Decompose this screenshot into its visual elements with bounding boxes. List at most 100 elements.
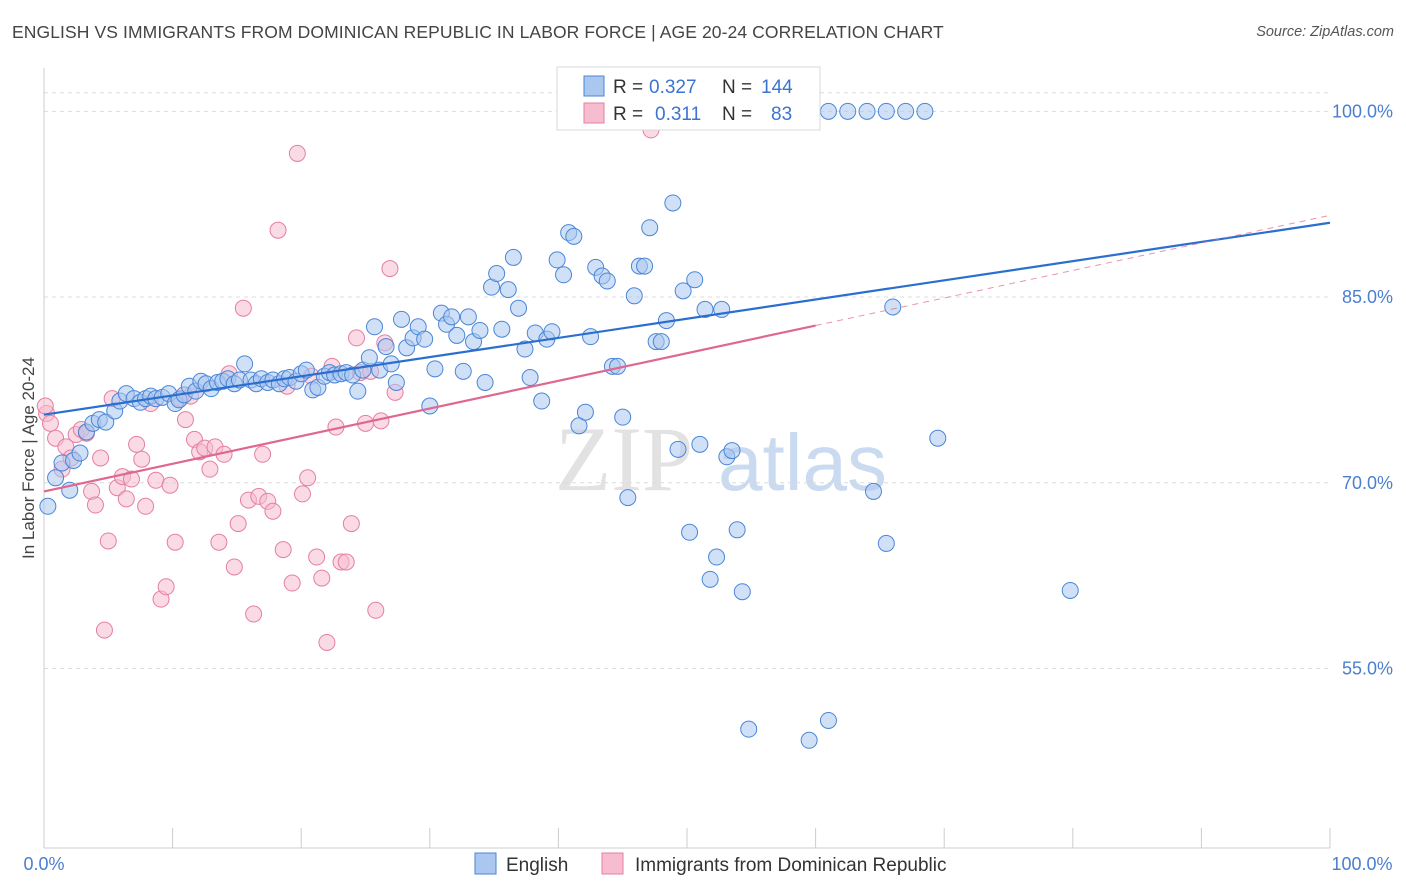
point-dominican [210, 533, 228, 551]
point-english [97, 413, 115, 431]
point-english [47, 469, 65, 487]
point-dominican [92, 449, 110, 467]
point-english [459, 308, 477, 326]
point-dominican [299, 469, 317, 487]
point-english [576, 403, 594, 421]
point-dominican [86, 496, 104, 514]
legend-dominican-r-value: 0.311 [655, 104, 701, 125]
point-english [499, 281, 517, 299]
point-dominican [308, 548, 326, 566]
point-dominican [36, 397, 54, 415]
legend-english-n-label: N = [722, 77, 752, 98]
point-english [728, 521, 746, 539]
point-english [664, 194, 682, 212]
point-english [387, 373, 405, 391]
point-dominican [99, 532, 117, 550]
point-english [426, 360, 444, 378]
point-english [696, 300, 714, 318]
point-dominican [367, 601, 385, 619]
point-english [733, 583, 751, 601]
point-english [548, 251, 566, 269]
point-english [1061, 581, 1079, 599]
point-english [681, 523, 699, 541]
legend-dominican-n-label: N = [722, 104, 752, 125]
point-english [533, 392, 551, 410]
point-english [708, 548, 726, 566]
y-tick-label: 70.0% [1342, 473, 1393, 493]
y-axis-label: In Labor Force | Age 20-24 [19, 357, 38, 559]
y-tick-labels: 55.0% 70.0% 85.0% 100.0% [1332, 101, 1393, 678]
point-dominican [274, 541, 292, 559]
point-dominican [161, 476, 179, 494]
point-english [493, 320, 511, 338]
point-dominican [157, 578, 175, 596]
point-dominican [95, 621, 113, 639]
point-english [929, 429, 947, 447]
point-dominican [128, 435, 146, 453]
point-english [471, 321, 489, 339]
chart-title: ENGLISH VS IMMIGRANTS FROM DOMINICAN REP… [12, 22, 944, 42]
point-dominican [133, 450, 151, 468]
point-english [510, 299, 528, 317]
stats-legend: R = 0.327 N = 144 R = 0.311 N = 83 [556, 66, 821, 131]
point-english [858, 102, 876, 120]
bottom-legend-swatch-english [474, 852, 497, 875]
point-english [565, 227, 583, 245]
point-english [884, 298, 902, 316]
point-dominican [381, 260, 399, 278]
point-dominican [229, 515, 247, 533]
point-english [723, 442, 741, 460]
point-english [652, 333, 670, 351]
watermark-atlas: atlas [718, 418, 887, 507]
trend-line-dominican-extension [815, 214, 1331, 327]
point-english [625, 287, 643, 305]
point-english [454, 362, 472, 380]
point-dominican [342, 515, 360, 533]
point-english [476, 373, 494, 391]
y-tick-label: 85.0% [1342, 287, 1393, 307]
point-english [349, 382, 367, 400]
point-english [488, 265, 506, 283]
y-tick-label: 55.0% [1342, 658, 1393, 678]
point-dominican [147, 471, 165, 489]
point-english [570, 417, 588, 435]
legend-english-r-value: 0.327 [649, 77, 697, 98]
point-english [800, 731, 818, 749]
point-dominican [288, 144, 306, 162]
point-dominican [245, 605, 263, 623]
point-english [636, 257, 654, 275]
point-english [674, 282, 692, 300]
point-english [691, 435, 709, 453]
point-english [416, 330, 434, 348]
series-legend: English Immigrants from Dominican Republ… [474, 852, 947, 876]
bottom-legend-english: English [506, 855, 568, 876]
point-dominican [337, 553, 355, 571]
point-dominican [137, 497, 155, 515]
legend-english-n-value: 144 [761, 77, 793, 98]
bottom-legend-swatch-dominican [601, 852, 624, 875]
point-english [521, 369, 539, 387]
point-english [516, 340, 534, 358]
x-tick-label-max: 100.0% [1331, 854, 1392, 874]
point-english [598, 272, 616, 290]
point-english [443, 308, 461, 326]
legend-swatch-dominican [583, 102, 605, 124]
point-dominican [293, 485, 311, 503]
point-english [740, 720, 758, 738]
point-dominican [264, 502, 282, 520]
point-english [71, 444, 89, 462]
point-english [582, 328, 600, 346]
trend-line-dominican [43, 324, 816, 493]
point-english [555, 266, 573, 284]
point-dominican [117, 490, 135, 508]
point-dominican [234, 299, 252, 317]
point-english [619, 489, 637, 507]
point-english [448, 326, 466, 344]
point-english [641, 219, 659, 237]
point-dominican [283, 574, 301, 592]
point-english [877, 102, 895, 120]
point-dominican [41, 414, 59, 432]
y-tick-label: 100.0% [1332, 101, 1393, 121]
point-english [916, 102, 934, 120]
